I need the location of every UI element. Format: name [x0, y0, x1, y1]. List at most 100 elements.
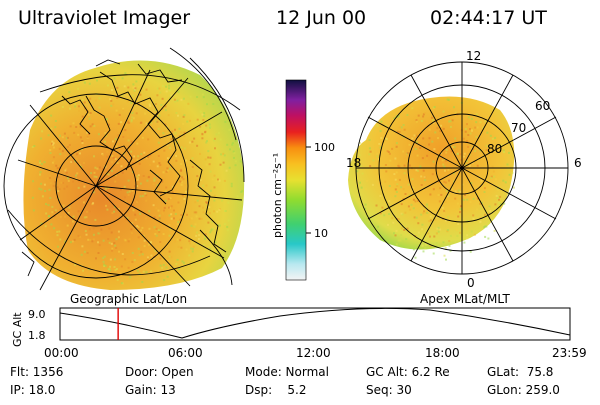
mlt-label-6: 6 [574, 156, 582, 170]
speckle-pixel [230, 182, 233, 185]
speckle-pixel [145, 88, 148, 91]
speckle-pixel [47, 215, 50, 218]
speckle-pixel [415, 169, 418, 172]
speckle-pixel [473, 233, 476, 236]
speckle-pixel [111, 249, 114, 252]
speckle-pixel [444, 169, 446, 172]
speckle-pixel [150, 270, 152, 273]
speckle-pixel [165, 186, 168, 189]
app-title: Ultraviolet Imager [18, 7, 190, 29]
speckle-pixel [448, 120, 451, 123]
speckle-pixel [475, 121, 478, 124]
speckle-pixel [457, 215, 460, 218]
speckle-pixel [395, 191, 398, 193]
speckle-pixel [189, 95, 192, 98]
speckle-pixel [137, 226, 140, 229]
speckle-pixel [157, 127, 160, 130]
speckle-pixel [72, 220, 74, 223]
speckle-pixel [187, 102, 190, 105]
speckle-pixel [391, 217, 394, 220]
speckle-pixel [132, 170, 134, 173]
speckle-pixel [488, 207, 490, 209]
speckle-pixel [415, 216, 418, 219]
time-label: 02:44:17 UT [430, 7, 547, 29]
speckle-pixel [121, 94, 124, 97]
speckle-pixel [402, 124, 405, 126]
speckle-pixel [141, 281, 144, 283]
speckle-pixel [417, 222, 420, 225]
speckle-pixel [219, 138, 222, 141]
speckle-pixel [132, 209, 135, 212]
speckle-pixel [136, 185, 139, 188]
speckle-pixel [189, 119, 191, 122]
speckle-pixel [209, 126, 212, 128]
speckle-pixel [116, 112, 119, 115]
speckle-pixel [417, 114, 420, 117]
speckle-pixel [415, 134, 418, 137]
speckle-pixel [188, 254, 191, 257]
altitude-curve [59, 307, 571, 339]
speckle-pixel [174, 213, 177, 215]
speckle-pixel [54, 120, 57, 122]
speckle-pixel [385, 137, 388, 140]
speckle-pixel [491, 165, 494, 168]
speckle-pixel [406, 114, 409, 116]
speckle-pixel [175, 112, 178, 114]
speckle-pixel [436, 127, 439, 130]
speckle-pixel [73, 238, 76, 241]
speckle-pixel [496, 197, 499, 199]
speckle-pixel [225, 169, 228, 172]
speckle-pixel [422, 113, 425, 116]
speckle-pixel [158, 87, 161, 90]
speckle-pixel [111, 247, 114, 250]
speckle-pixel [204, 233, 207, 236]
speckle-pixel [131, 116, 134, 119]
speckle-pixel [486, 131, 489, 134]
speckle-pixel [81, 115, 84, 118]
speckle-pixel [463, 150, 466, 153]
speckle-pixel [479, 121, 482, 124]
speckle-pixel [485, 144, 488, 147]
speckle-pixel [384, 164, 387, 166]
speckle-pixel [168, 224, 171, 227]
speckle-pixel [144, 112, 147, 115]
speckle-pixel [138, 272, 141, 275]
speckle-pixel [113, 242, 116, 245]
speckle-pixel [389, 247, 392, 250]
speckle-pixel [437, 137, 439, 140]
speckle-pixel [51, 140, 54, 143]
speckle-pixel [444, 159, 447, 162]
speckle-pixel [50, 223, 53, 226]
speckle-pixel [175, 263, 178, 265]
speckle-pixel [141, 226, 144, 229]
speckle-pixel [89, 125, 92, 128]
speckle-pixel [113, 194, 116, 197]
speckle-pixel [382, 197, 385, 200]
speckle-pixel [209, 212, 211, 215]
speckle-pixel [210, 221, 213, 224]
speckle-pixel [64, 169, 67, 172]
speckle-pixel [94, 166, 97, 169]
speckle-pixel [453, 180, 455, 183]
speckle-pixel [109, 258, 112, 261]
speckle-pixel [364, 203, 367, 206]
speckle-pixel [173, 98, 176, 101]
speckle-pixel [155, 207, 158, 210]
speckle-pixel [110, 205, 113, 208]
speckle-pixel [217, 132, 220, 135]
speckle-pixel [163, 279, 166, 282]
speckle-pixel [83, 81, 86, 84]
speckle-pixel [201, 132, 204, 135]
speckle-pixel [411, 137, 414, 140]
speckle-pixel [139, 195, 142, 198]
speckle-pixel [143, 100, 145, 103]
speckle-pixel [445, 148, 448, 151]
speckle-pixel [205, 184, 208, 187]
speckle-pixel [467, 116, 470, 119]
speckle-pixel [163, 209, 165, 212]
speckle-pixel [98, 106, 101, 109]
speckle-pixel [81, 141, 84, 144]
speckle-pixel [132, 86, 134, 89]
speckle-pixel [104, 187, 107, 190]
speckle-pixel [159, 257, 162, 260]
